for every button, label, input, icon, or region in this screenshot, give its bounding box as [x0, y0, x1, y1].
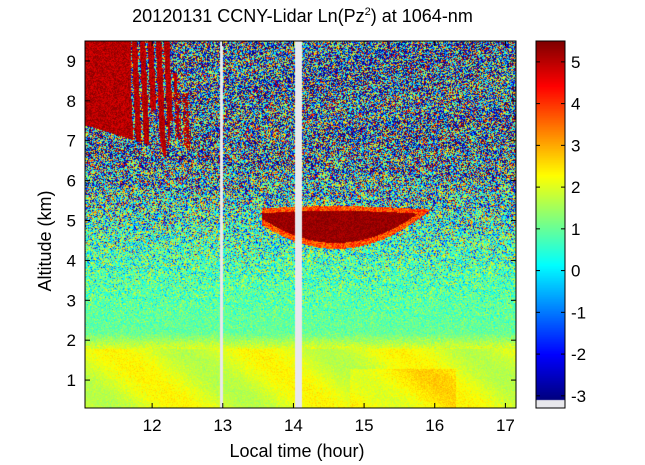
y-axis-label: Altitude (km): [35, 190, 55, 291]
colorbar-gradient: [536, 41, 565, 408]
y-tick-label: 8: [67, 92, 76, 111]
x-tick-label: 17: [496, 416, 515, 435]
heatmap-canvas: [85, 41, 516, 408]
x-tick-label: 14: [284, 416, 303, 435]
colorbar-tick-label: 5: [571, 53, 580, 72]
chart-title: 20120131 CCNY-Lidar Ln(Pz2) at 1064-nm: [132, 6, 473, 26]
y-tick-label: 1: [67, 371, 76, 390]
y-tick-label: 3: [67, 291, 76, 310]
colorbar-tick-label: 2: [571, 178, 580, 197]
y-tick-label: 5: [67, 212, 76, 231]
y-tick-label: 2: [67, 331, 76, 350]
y-tick-label: 4: [67, 251, 76, 270]
plot-border: [84, 40, 517, 409]
colorbar-border: [535, 40, 566, 409]
colorbar-tick-label: -2: [571, 345, 586, 364]
x-tick-label: 12: [143, 416, 162, 435]
colorbar-tick-label: 3: [571, 136, 580, 155]
colorbar-tick-label: -3: [571, 387, 586, 406]
colorbar: -3 -2 -1 0 1 2 3 4 5: [535, 40, 586, 409]
x-axis-label: Local time (hour): [229, 441, 364, 461]
y-tick-label: 6: [67, 172, 76, 191]
colorbar-tick-label: 0: [571, 262, 580, 281]
x-tick-label: 16: [425, 416, 444, 435]
y-tick-label: 7: [67, 132, 76, 151]
y-tick-label: 9: [67, 52, 76, 71]
plot-area: [84, 40, 517, 409]
x-tick-label: 15: [355, 416, 374, 435]
colorbar-tick-label: -1: [571, 303, 586, 322]
colorbar-tick-label: 4: [571, 95, 580, 114]
colorbar-tick-label: 1: [571, 220, 580, 239]
x-tick-label: 13: [213, 416, 232, 435]
